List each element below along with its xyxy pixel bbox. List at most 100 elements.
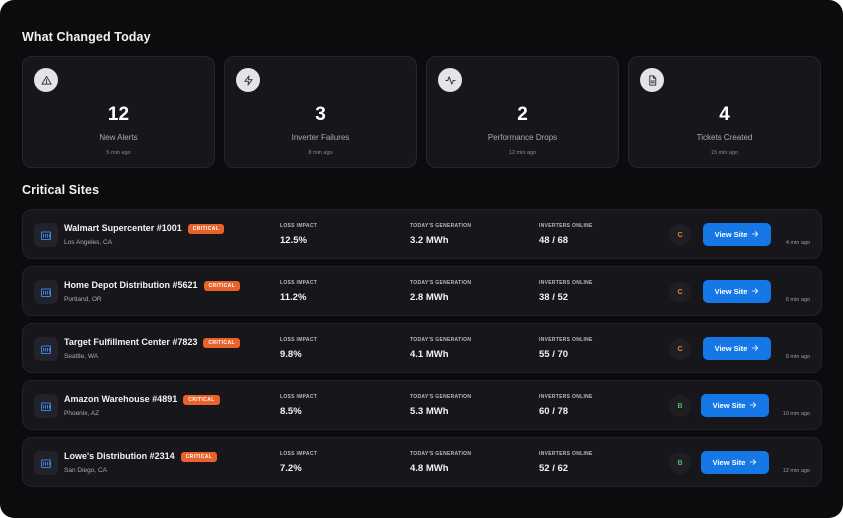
inverters-online-value: 52 / 62 <box>539 463 569 474</box>
inverters-online-label: INVERTERS ONLINE <box>539 394 593 400</box>
row-timestamp: 10 min ago <box>782 411 810 417</box>
site-location: Phoenix, AZ <box>64 410 100 417</box>
site-name: Amazon Warehouse #4891 CRITICAL <box>64 394 220 405</box>
site-row: Home Depot Distribution #5621 CRITICAL Po… <box>22 266 822 316</box>
site-location: San Diego, CA <box>64 467 107 474</box>
stat-timestamp: 5 min ago <box>106 150 131 156</box>
critical-badge: CRITICAL <box>203 338 240 348</box>
loss-impact-value: 11.2% <box>280 292 307 303</box>
inverters-online-label: INVERTERS ONLINE <box>539 223 593 229</box>
generation-value: 4.1 MWh <box>410 349 449 360</box>
stat-card-tickets-created[interactable]: 4 Tickets Created 15 min ago <box>628 56 821 168</box>
stat-card-new-alerts[interactable]: 12 New Alerts 5 min ago <box>22 56 215 168</box>
stat-label: Tickets Created <box>696 133 753 142</box>
site-name-text: Walmart Supercenter #1001 <box>64 223 182 233</box>
stat-timestamp: 8 min ago <box>308 150 333 156</box>
building-icon <box>34 223 58 247</box>
site-row: Lowe's Distribution #2314 CRITICAL San Di… <box>22 437 822 487</box>
loss-impact-value: 12.5% <box>280 235 307 246</box>
stat-value: 12 <box>107 104 130 125</box>
generation-label: TODAY'S GENERATION <box>410 451 472 457</box>
view-site-button[interactable]: View Site <box>703 280 771 303</box>
inverters-online-value: 48 / 68 <box>539 235 569 246</box>
arrow-right-icon <box>751 344 759 354</box>
stat-cards: 12 New Alerts 5 min ago 3 Inverter Failu… <box>22 56 822 168</box>
critical-badge: CRITICAL <box>187 224 225 234</box>
building-icon <box>34 337 58 361</box>
inverters-online-label: INVERTERS ONLINE <box>539 280 593 286</box>
stat-timestamp: 15 min ago <box>710 150 739 156</box>
stat-label: Inverter Failures <box>291 133 350 142</box>
site-name: Walmart Supercenter #1001 CRITICAL <box>64 223 225 234</box>
view-site-label: View Site <box>714 287 748 296</box>
building-icon <box>34 394 58 418</box>
alert-triangle-icon <box>34 68 58 92</box>
stat-value: 2 <box>517 104 528 125</box>
site-location: Portland, OR <box>64 296 102 303</box>
view-site-button[interactable]: View Site <box>703 223 771 246</box>
site-row: Amazon Warehouse #4891 CRITICAL Phoenix, … <box>22 380 822 430</box>
loss-impact-value: 7.2% <box>280 463 302 474</box>
inverters-online-label: INVERTERS ONLINE <box>539 337 593 343</box>
critical-badge: CRITICAL <box>183 395 220 405</box>
site-name: Home Depot Distribution #5621 CRITICAL <box>64 280 241 291</box>
inverters-online-value: 38 / 52 <box>539 292 569 303</box>
site-location: Seattle, WA <box>64 353 99 360</box>
site-name-text: Amazon Warehouse #4891 <box>64 394 178 404</box>
site-name-text: Target Fulfillment Center #7823 <box>64 337 198 347</box>
generation-label: TODAY'S GENERATION <box>410 223 472 229</box>
activity-icon <box>438 68 462 92</box>
stat-card-inverter-failures[interactable]: 3 Inverter Failures 8 min ago <box>224 56 417 168</box>
loss-impact-label: LOSS IMPACT <box>280 280 318 286</box>
grade-badge: C <box>669 281 691 303</box>
site-name: Lowe's Distribution #2314 CRITICAL <box>64 451 218 462</box>
document-icon <box>640 68 664 92</box>
arrow-right-icon <box>749 401 757 411</box>
loss-impact-value: 8.5% <box>280 406 302 417</box>
stat-value: 3 <box>315 104 326 125</box>
generation-value: 2.8 MWh <box>410 292 449 303</box>
grade-badge: C <box>669 338 691 360</box>
inverters-online-value: 60 / 78 <box>539 406 569 417</box>
section-title-what-changed: What Changed Today <box>22 30 151 44</box>
loss-impact-label: LOSS IMPACT <box>280 451 318 457</box>
view-site-button[interactable]: View Site <box>701 451 769 474</box>
stat-label: New Alerts <box>99 133 138 142</box>
critical-badge: CRITICAL <box>203 281 241 291</box>
view-site-label: View Site <box>714 344 748 353</box>
grade-badge: C <box>669 224 691 246</box>
generation-label: TODAY'S GENERATION <box>410 280 472 286</box>
inverters-online-value: 55 / 70 <box>539 349 569 360</box>
site-row: Walmart Supercenter #1001 CRITICAL Los An… <box>22 209 822 259</box>
generation-value: 3.2 MWh <box>410 235 449 246</box>
generation-label: TODAY'S GENERATION <box>410 337 472 343</box>
loss-impact-label: LOSS IMPACT <box>280 394 318 400</box>
stat-value: 4 <box>719 104 730 125</box>
view-site-label: View Site <box>714 230 748 239</box>
view-site-label: View Site <box>712 458 746 467</box>
arrow-right-icon <box>751 230 759 240</box>
building-icon <box>34 280 58 304</box>
row-timestamp: 4 min ago <box>785 240 810 246</box>
stat-label: Performance Drops <box>487 133 558 142</box>
lightning-icon <box>236 68 260 92</box>
row-timestamp: 6 min ago <box>785 297 810 303</box>
site-name: Target Fulfillment Center #7823 CRITICAL <box>64 337 240 348</box>
building-icon <box>34 451 58 475</box>
loss-impact-value: 9.8% <box>280 349 302 360</box>
section-title-critical-sites: Critical Sites <box>22 183 100 197</box>
grade-badge: B <box>669 395 691 417</box>
view-site-button[interactable]: View Site <box>703 337 771 360</box>
loss-impact-label: LOSS IMPACT <box>280 337 318 343</box>
stat-card-performance-drops[interactable]: 2 Performance Drops 12 min ago <box>426 56 619 168</box>
generation-value: 5.3 MWh <box>410 406 449 417</box>
row-timestamp: 8 min ago <box>785 354 810 360</box>
site-name-text: Home Depot Distribution #5621 <box>64 280 198 290</box>
loss-impact-label: LOSS IMPACT <box>280 223 318 229</box>
grade-badge: B <box>669 452 691 474</box>
arrow-right-icon <box>751 287 759 297</box>
stat-timestamp: 12 min ago <box>508 150 537 156</box>
site-location: Los Angeles, CA <box>64 239 113 246</box>
view-site-button[interactable]: View Site <box>701 394 769 417</box>
